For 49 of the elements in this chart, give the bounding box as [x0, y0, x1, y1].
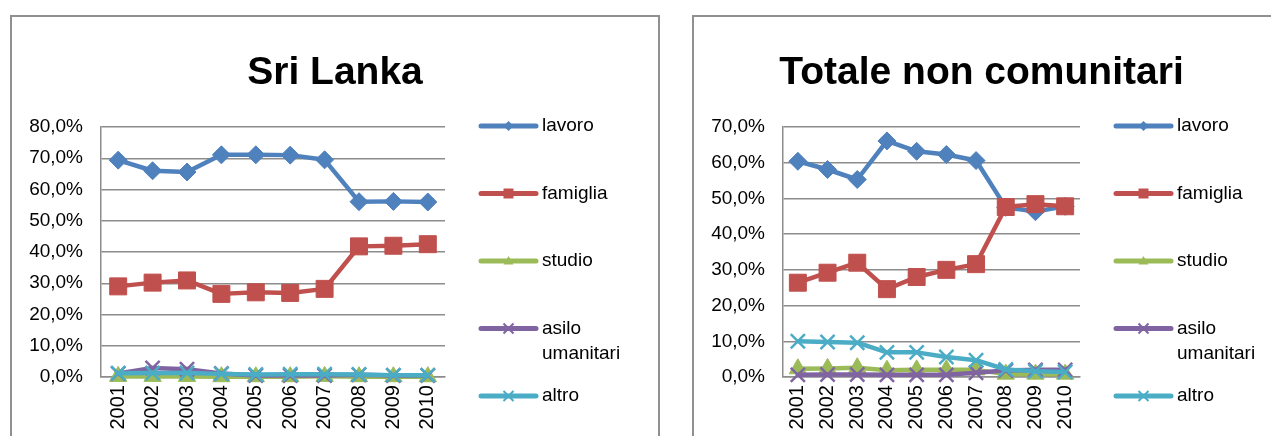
- legend-label: studio: [542, 249, 593, 271]
- x-tick-label: 2005: [243, 385, 266, 430]
- y-tick-label: 70,0%: [711, 115, 766, 137]
- chart-title: Totale non comunitari: [779, 48, 1184, 92]
- x-tick-label: 2009: [1022, 385, 1045, 430]
- legend-label: lavoro: [542, 114, 594, 136]
- legend-label: altro: [542, 384, 579, 406]
- x-tick-label: 2002: [140, 385, 163, 430]
- y-tick-label: 80,0%: [29, 115, 84, 137]
- x-tick-label: 2008: [993, 385, 1016, 430]
- y-tick-label: 10,0%: [29, 333, 84, 355]
- y-tick-label: 20,0%: [29, 302, 84, 324]
- y-tick-label: 10,0%: [711, 329, 766, 351]
- y-tick-label: 30,0%: [29, 271, 84, 293]
- x-tick-label: 2010: [415, 385, 438, 430]
- y-tick-label: 30,0%: [711, 258, 766, 280]
- x-tick-label: 2006: [933, 385, 956, 430]
- x-tick-label: 2009: [380, 385, 403, 430]
- x-tick-label: 2001: [105, 385, 128, 430]
- legend-label: famiglia: [1177, 181, 1243, 203]
- legend-label: studio: [1177, 249, 1228, 271]
- y-tick-label: 70,0%: [29, 146, 84, 168]
- x-tick-label: 2002: [815, 385, 838, 430]
- x-tick-label: 2004: [874, 385, 897, 430]
- legend-label: famiglia: [542, 181, 608, 203]
- legend-label: lavoro: [1177, 114, 1229, 136]
- x-tick-label: 2005: [904, 385, 927, 430]
- y-tick-label: 50,0%: [29, 208, 84, 230]
- y-tick-label: 0,0%: [721, 365, 766, 387]
- x-tick-label: 2003: [174, 385, 197, 430]
- x-tick-label: 2007: [312, 385, 335, 430]
- x-tick-label: 2008: [346, 385, 369, 430]
- x-tick-label: 2010: [1052, 385, 1075, 430]
- y-tick-label: 40,0%: [711, 222, 766, 244]
- legend-label: altro: [1177, 384, 1214, 406]
- legend-label: asilo umanitari: [1177, 316, 1256, 363]
- y-tick-label: 40,0%: [29, 240, 84, 262]
- y-tick-label: 20,0%: [711, 293, 766, 315]
- chart-title: Sri Lanka: [247, 48, 424, 92]
- y-tick-label: 0,0%: [39, 365, 84, 387]
- x-tick-label: 2003: [844, 385, 867, 430]
- legend-label: asilo umanitari: [542, 316, 621, 363]
- x-tick-label: 2006: [277, 385, 300, 430]
- y-tick-label: 60,0%: [711, 150, 766, 172]
- x-tick-label: 2004: [208, 385, 231, 430]
- y-tick-label: 60,0%: [29, 177, 84, 199]
- x-tick-label: 2007: [963, 385, 986, 430]
- x-tick-label: 2001: [785, 385, 808, 430]
- y-tick-label: 50,0%: [711, 186, 766, 208]
